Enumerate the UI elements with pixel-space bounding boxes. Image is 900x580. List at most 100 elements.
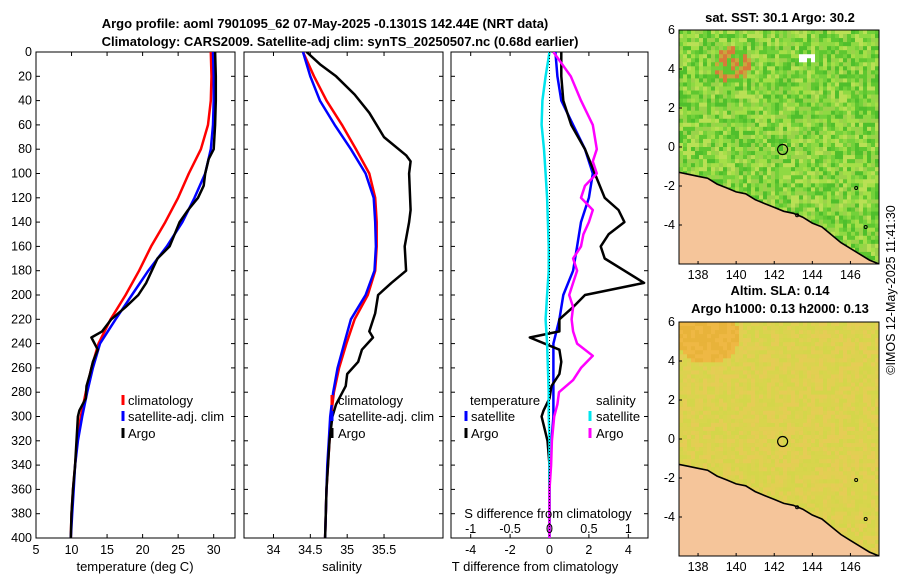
main-title-line1: Argo profile: aoml 7901095_62 07-May-202… (102, 16, 549, 31)
x-tick-label: 35 (340, 543, 354, 557)
sla-map-title-line2: Argo h1000: 0.13 h2000: 0.13 (691, 301, 869, 316)
x-tick-label: 2 (585, 543, 592, 557)
x-tick-label: 15 (100, 543, 114, 557)
series-argo (69, 52, 218, 538)
y-tick-label: 0 (668, 432, 675, 446)
y-tick-label: 20 (18, 69, 32, 83)
legend-title-salinity: salinity (596, 393, 636, 408)
x-tick-label: 34 (267, 543, 281, 557)
sla-map-title-line1: Altim. SLA: 0.14 (731, 283, 831, 298)
y-tick-label: 80 (18, 142, 32, 156)
x-tick-label: -4 (465, 543, 476, 557)
island (863, 224, 868, 229)
y-tick-label: 6 (668, 315, 675, 329)
y-tick-label: 300 (11, 410, 32, 424)
series-argo (305, 52, 412, 538)
difference-xlabel: T difference from climatology (452, 559, 619, 574)
map-field (679, 322, 879, 556)
y-tick-label: 320 (11, 434, 32, 448)
sla-map-frame (678, 321, 880, 557)
land-mass (679, 172, 879, 264)
y-tick-label: 360 (11, 482, 32, 496)
sla-map: 138 140 142 144 146 -4 -2 0 2 4 6 (664, 315, 879, 574)
y-tick-label: 240 (11, 337, 32, 351)
legend-label-t-argo: Argo (471, 426, 498, 441)
x-tick-label: 144 (802, 268, 823, 282)
x-tick-label: 30 (207, 543, 221, 557)
x-tick-label: 138 (688, 268, 709, 282)
y-tick-label: -2 (664, 471, 675, 485)
difference-legend: temperature satellite Argo salinity sate… (464, 393, 640, 441)
coastline (679, 171, 879, 264)
temperature-plot: 0 20 40 60 80 100 120 140 160 180 200 220 240 260 280 3… (11, 45, 235, 557)
salinity-xlabel: salinity (322, 559, 362, 574)
salinity-plot: 34 34.5 35 35.5 (244, 51, 443, 557)
x-tick-label: 146 (840, 268, 861, 282)
island (863, 516, 868, 521)
y-tick-label: 160 (11, 239, 32, 253)
y-tick-label: 100 (11, 167, 32, 181)
y-tick-label: 60 (18, 118, 32, 132)
y-tick-label: 180 (11, 264, 32, 278)
y-tick-label: 260 (11, 361, 32, 375)
timestamp: ©IMOS 12-May-2025 11:41:30 (884, 205, 898, 375)
x-tick-label: 10 (65, 543, 79, 557)
sst-map-frame (678, 29, 880, 265)
y-tick-label: 120 (11, 191, 32, 205)
x-tick-label: 142 (764, 268, 785, 282)
s-tick-label: -1 (465, 522, 476, 536)
y-tick-label: 380 (11, 507, 32, 521)
s-tick-label: 0.5 (580, 522, 597, 536)
temperature-legend: climatology satellite-adj. clim Argo (121, 393, 224, 441)
y-tick-label: 220 (11, 312, 32, 326)
island (854, 185, 859, 190)
x-tick-label: -2 (505, 543, 516, 557)
y-tick-label: 0 (668, 140, 675, 154)
legend-label-climatology: climatology (128, 393, 194, 408)
legend-label-climatology: climatology (338, 393, 404, 408)
x-tick-label: 4 (625, 543, 632, 557)
x-tick-label: 142 (764, 560, 785, 574)
y-tick-label: 2 (668, 393, 675, 407)
y-tick-label: 140 (11, 215, 32, 229)
x-tick-label: 138 (688, 560, 709, 574)
x-tick-label: 20 (136, 543, 150, 557)
argo-position-marker (777, 435, 789, 448)
coastline (679, 463, 879, 556)
y-tick-label: 400 (11, 531, 32, 545)
series-salinity-satellite (540, 52, 551, 538)
sst-map: 138 140 142 144 146 -4 -2 0 2 4 6 (664, 23, 879, 282)
legend-label-s-satellite: satellite (596, 409, 640, 424)
x-tick-label: 34.5 (298, 543, 322, 557)
y-tick-label: -4 (664, 510, 675, 524)
legend-label-satellite: satellite-adj. clim (338, 409, 434, 424)
s-tick-label: -0.5 (499, 522, 521, 536)
series-salinity-argo (548, 52, 599, 538)
series-satellite-adj-clim (69, 52, 215, 538)
s-tick-label: 1 (625, 522, 632, 536)
sst-map-title: sat. SST: 30.1 Argo: 30.2 (705, 10, 855, 25)
y-tick-label: 0 (25, 45, 32, 59)
difference-plot: -4 -2 0 2 4 -1 -0.5 0 0.5 1 (451, 51, 648, 557)
x-tick-label: 144 (802, 560, 823, 574)
salinity-legend: climatology satellite-adj. clim Argo (330, 393, 434, 441)
legend-label-argo: Argo (338, 426, 365, 441)
x-tick-label: 146 (840, 560, 861, 574)
y-tick-label: 280 (11, 385, 32, 399)
y-tick-label: 4 (668, 354, 675, 368)
y-tick-label: 340 (11, 458, 32, 472)
series-climatology (69, 52, 213, 538)
salinity-plot-frame (243, 51, 444, 539)
map-field (679, 30, 879, 264)
island (854, 477, 859, 482)
x-tick-label: 140 (726, 268, 747, 282)
legend-label-satellite: satellite-adj. clim (128, 409, 224, 424)
s-difference-label: S difference from climatology (464, 506, 632, 521)
x-tick-label: 0 (546, 543, 553, 557)
y-tick-label: 40 (18, 94, 32, 108)
legend-label-s-argo: Argo (596, 426, 623, 441)
y-tick-label: 6 (668, 23, 675, 37)
land-mass (679, 464, 879, 556)
